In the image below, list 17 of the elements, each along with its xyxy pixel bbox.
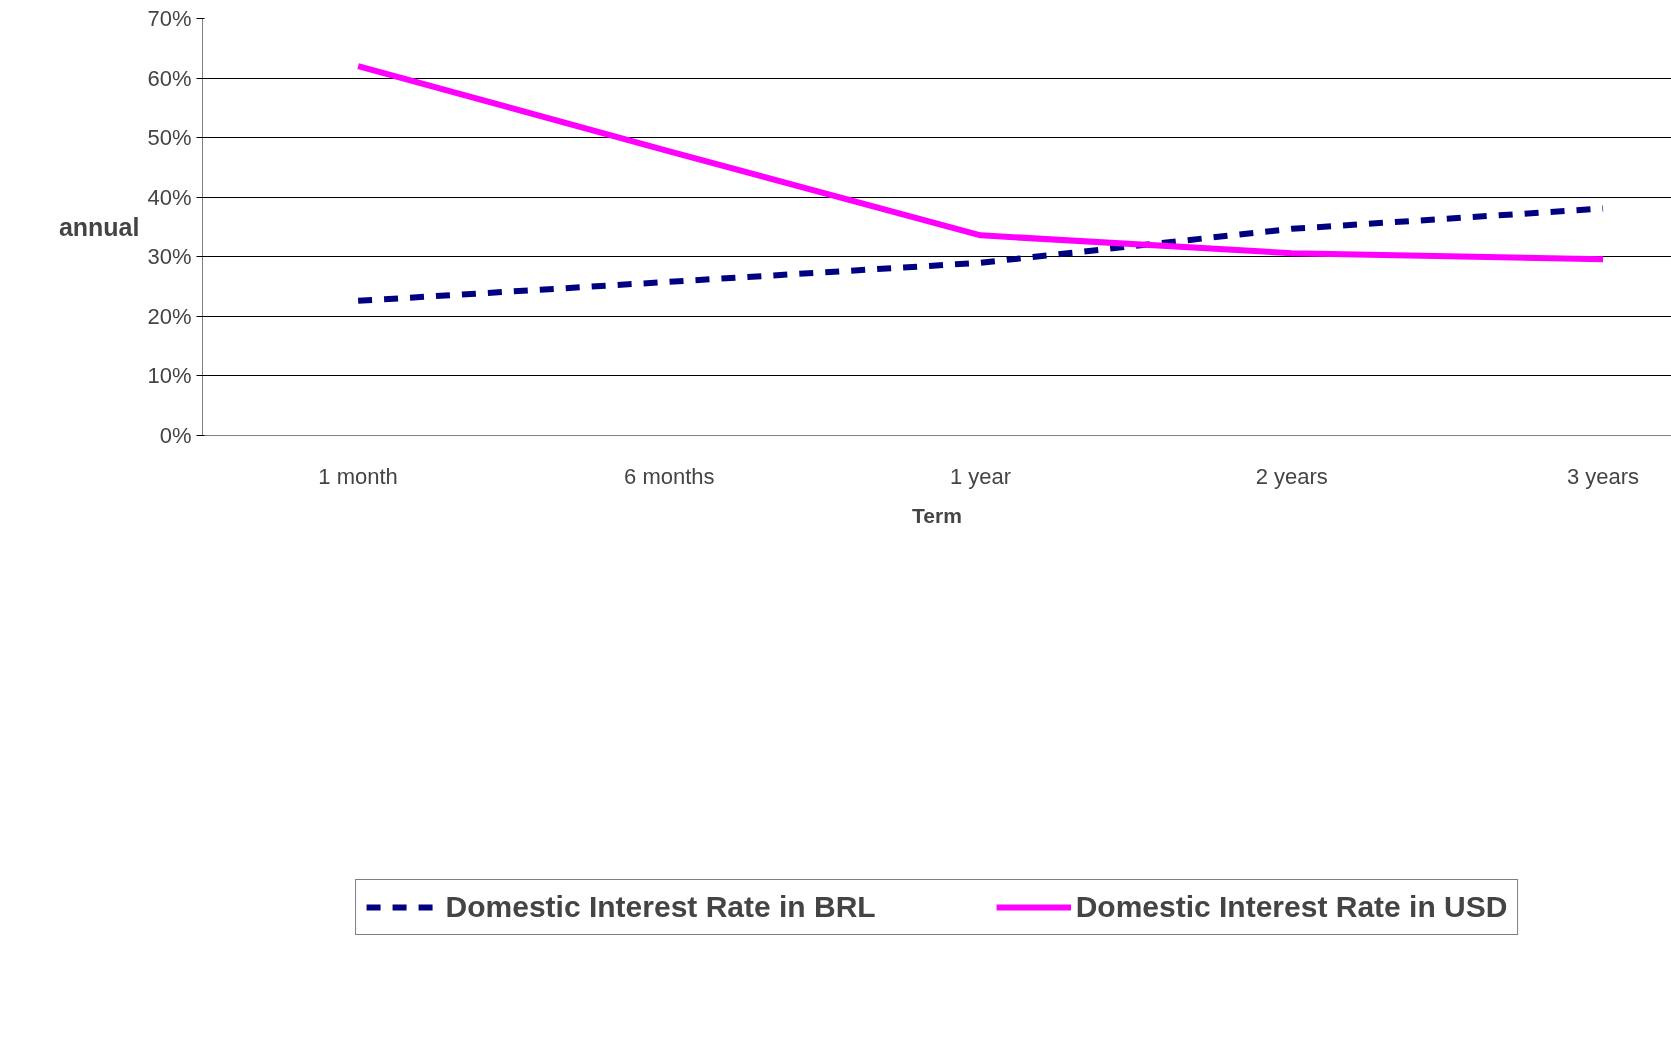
y-tick-label: 60% xyxy=(147,65,192,91)
y-axis-title: annual xyxy=(58,213,140,241)
y-tick-label: 70% xyxy=(147,6,192,31)
legend-label: Domestic Interest Rate in BRL xyxy=(445,889,876,924)
y-tick-label: 0% xyxy=(159,423,192,448)
x-axis-title: Term xyxy=(912,503,962,527)
x-tick-label: 1 month xyxy=(318,463,398,489)
y-tick-label: 20% xyxy=(147,303,192,329)
legend-label: Domestic Interest Rate in USD xyxy=(1075,889,1508,924)
x-tick-label: 6 months xyxy=(624,463,715,489)
y-tick-label: 40% xyxy=(147,184,192,210)
y-tick-label: 10% xyxy=(147,363,192,389)
x-tick-label: 3 years xyxy=(1566,463,1640,489)
x-tick-label: 1 year xyxy=(950,463,1012,489)
y-tick-label: 30% xyxy=(147,244,192,270)
y-tick-label: 50% xyxy=(147,125,192,151)
x-tick-label: 2 years xyxy=(1255,463,1328,489)
